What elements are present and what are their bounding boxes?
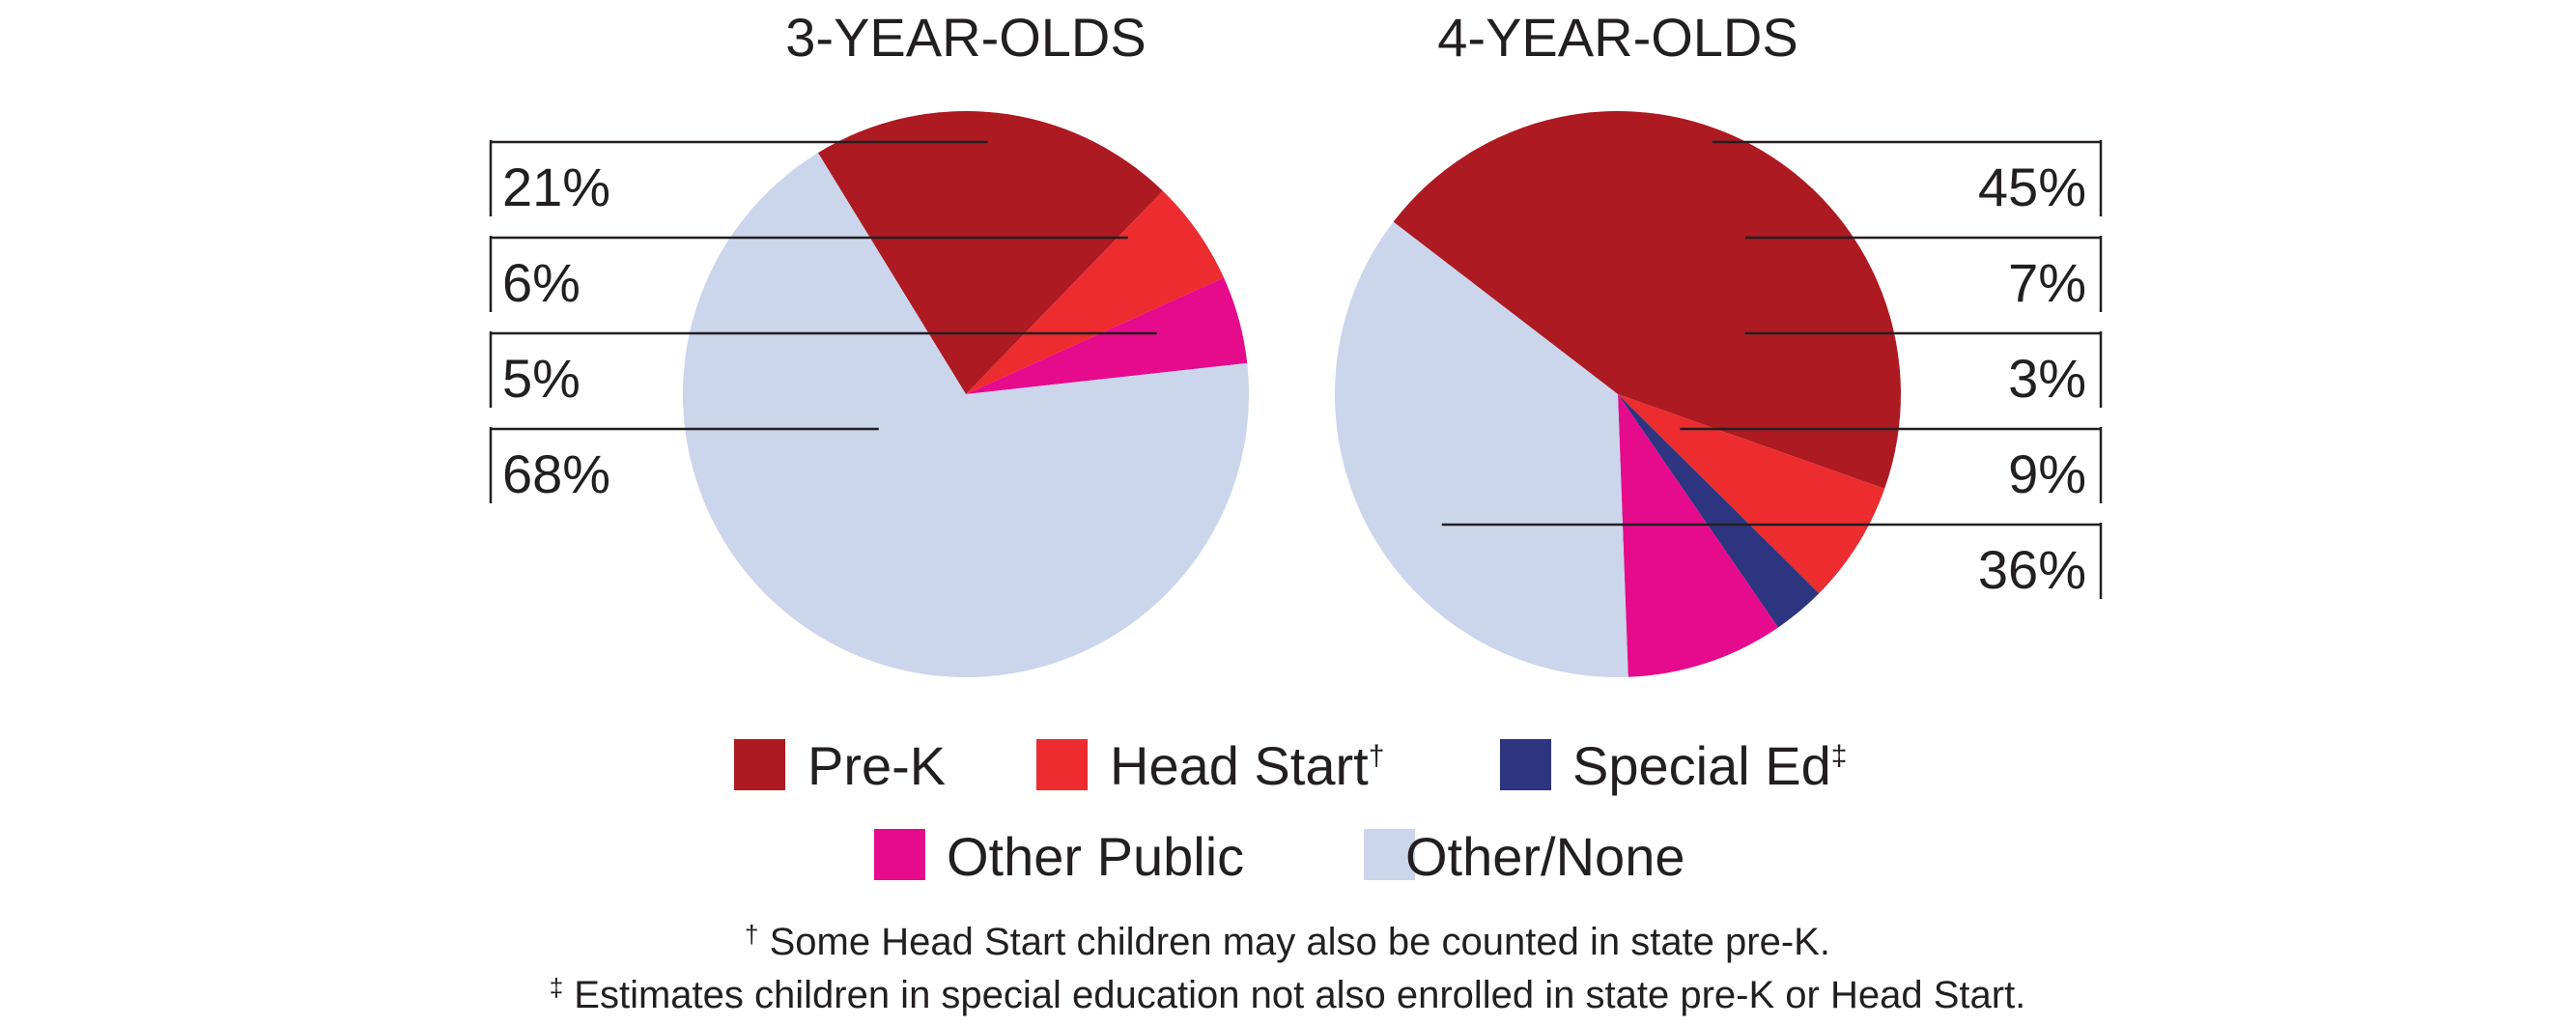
data-label-head-start: 7%	[2008, 252, 2086, 313]
legend-item-other-none: Other/None	[1364, 826, 1685, 887]
svg-text:Other Public: Other Public	[947, 826, 1244, 887]
pie-slice-other-public	[1618, 394, 1778, 677]
legend-label-pre-k: Pre-K	[807, 735, 946, 796]
pie-chart-3-year-olds: 3-YEAR-OLDS 21% 6% 5% 68%	[489, 7, 1249, 678]
pie-slice-other-public	[966, 277, 1248, 394]
svg-text:Head Start†: Head Start†	[1110, 735, 1384, 796]
pie-slice-other-none	[682, 153, 1249, 678]
pie-chart-4-year-olds: 4-YEAR-OLDS 45% 7% 3% 9% 36%	[1335, 7, 2103, 677]
pie-slice-other-none	[1335, 221, 1628, 677]
pie-slice-head-start	[1618, 394, 1885, 594]
pie-slice-pre-k	[1393, 111, 1901, 489]
data-label-special-ed: 3%	[2008, 348, 2086, 409]
pie-slice-special-ed	[1618, 394, 1820, 628]
legend-swatch-head-start	[1036, 739, 1088, 790]
data-label-pre-k: 21%	[502, 157, 610, 217]
data-label-other-none: 68%	[502, 443, 610, 504]
data-label-other-public: 9%	[2008, 443, 2086, 504]
footnote-text-special-ed: Estimates children in special education …	[563, 974, 2025, 1016]
svg-text:Pre-K: Pre-K	[807, 735, 946, 796]
data-label-head-start: 6%	[502, 252, 580, 313]
svg-text:Special Ed‡: Special Ed‡	[1572, 735, 1847, 796]
legend-item-head-start: Head Start†	[1036, 735, 1384, 796]
legend-swatch-other-public	[874, 829, 925, 880]
legend-swatch-pre-k	[734, 739, 785, 790]
svg-text:Other/None: Other/None	[1405, 826, 1685, 887]
legend-label-other-public: Other Public	[947, 826, 1244, 887]
footnotes: † Some Head Start children may also be c…	[550, 920, 2026, 1016]
legend-item-other-public: Other Public	[874, 826, 1244, 887]
pie-slice-head-start	[966, 190, 1225, 394]
legend-swatch-other-none	[1364, 829, 1415, 880]
svg-text:‡ Estimates children in specia: ‡ Estimates children in special educatio…	[550, 973, 2026, 1016]
legend-mark-special-ed: ‡	[1831, 740, 1848, 772]
legend: Pre-K Head Start† Special Ed‡ Other Publ…	[734, 735, 1847, 887]
chart-title-4-year-olds: 4-YEAR-OLDS	[1437, 7, 1798, 68]
data-label-other-public: 5%	[502, 348, 580, 409]
legend-mark-head-start: †	[1369, 740, 1385, 772]
pie-slice-pre-k	[817, 111, 1163, 395]
legend-label-special-ed: Special Ed	[1572, 735, 1831, 796]
legend-item-pre-k: Pre-K	[734, 735, 946, 796]
footnote-mark-double-dagger: ‡	[550, 973, 563, 1002]
data-label-other-none: 36%	[1978, 539, 2086, 600]
legend-label-head-start: Head Start	[1110, 735, 1369, 796]
footnote-text-head-start: Some Head Start children may also be cou…	[758, 921, 1829, 963]
legend-swatch-special-ed	[1500, 739, 1551, 790]
svg-text:† Some Head Start children may: † Some Head Start children may also be c…	[745, 920, 1830, 963]
legend-item-special-ed: Special Ed‡	[1500, 735, 1847, 796]
chart-title-3-year-olds: 3-YEAR-OLDS	[785, 7, 1146, 68]
footnote-mark-dagger: †	[745, 920, 758, 949]
legend-label-other-none: Other/None	[1405, 826, 1685, 887]
data-label-pre-k: 45%	[1978, 157, 2086, 217]
